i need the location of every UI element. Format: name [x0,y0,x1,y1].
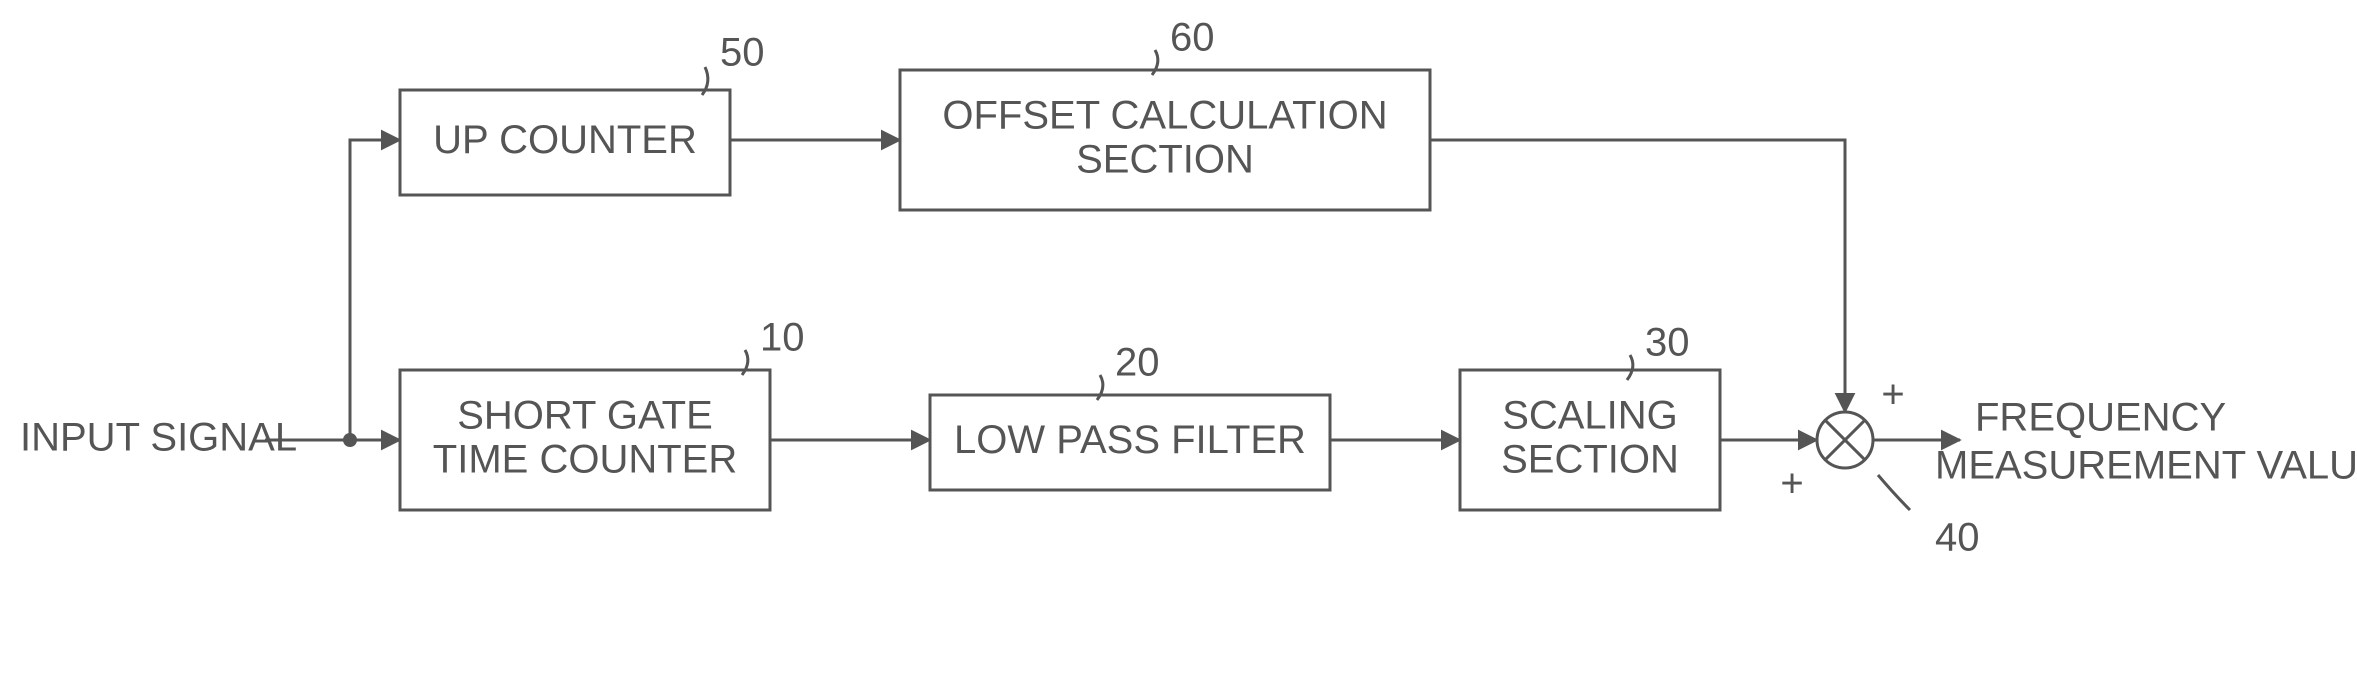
ref-offset_calc: 60 [1170,16,1215,60]
block-offset_calc-label: OFFSET CALCULATION [942,94,1387,138]
ref-short_gate: 10 [760,316,805,360]
block-scaling-label: SCALING [1502,394,1678,438]
ref-up_counter: 50 [720,31,765,75]
block-short_gate-label: TIME COUNTER [433,438,737,482]
ref-tick-scaling [1627,355,1633,380]
ref-tick-sum [1878,475,1910,510]
block-short_gate-label: SHORT GATE [457,394,713,438]
branch-node [343,433,357,447]
block-scaling-label: SECTION [1501,438,1679,482]
output-label-line2: MEASUREMENT VALUE [1935,444,2357,488]
output-label-line1: FREQUENCY [1975,396,2226,440]
input-signal-label: INPUT SIGNAL [20,416,297,460]
block-up_counter-label: UP COUNTER [433,118,697,162]
ref-sum: 40 [1935,516,1980,560]
block-lpf-label: LOW PASS FILTER [954,418,1306,462]
sum-plus-left: + [1780,462,1803,506]
ref-scaling: 30 [1645,321,1690,365]
block-offset_calc-label: SECTION [1076,138,1254,182]
sum-plus-top: + [1881,373,1904,417]
ref-lpf: 20 [1115,341,1160,385]
wire-branch_to_up [350,140,400,440]
